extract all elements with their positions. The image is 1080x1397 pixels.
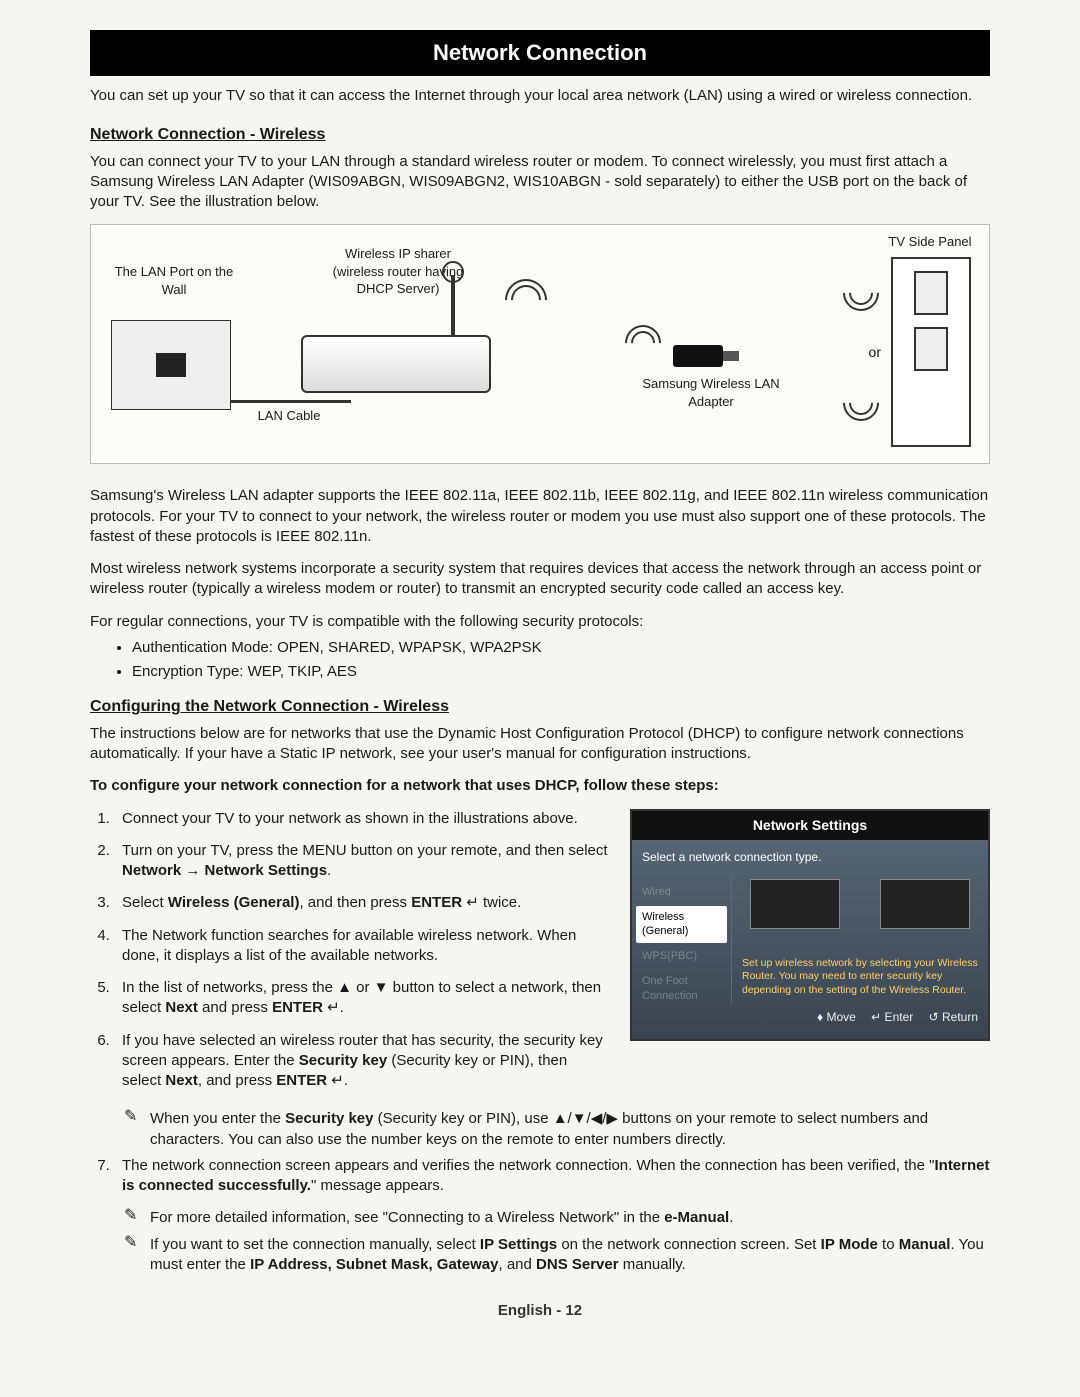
step-3: Select Wireless (General), and then pres… — [114, 893, 610, 913]
t: ENTER — [272, 999, 323, 1016]
wave-icon — [496, 271, 555, 330]
step-5: In the list of networks, press the ▲ or … — [114, 978, 610, 1019]
step-4: The Network function searches for availa… — [114, 926, 610, 967]
configure-heading: Configuring the Network Connection - Wir… — [90, 696, 990, 718]
wireless-p1: You can connect your TV to your LAN thro… — [90, 152, 990, 213]
tv-option-wireless[interactable]: Wireless (General) — [636, 906, 727, 944]
note-1: ✎ When you enter the Security key (Secur… — [124, 1109, 990, 1150]
note-icon: ✎ — [124, 1235, 142, 1276]
t: If you want to set the connection manual… — [150, 1236, 480, 1253]
t: Next — [165, 999, 198, 1016]
tv-subtitle: Select a network connection type. — [632, 841, 988, 873]
t: Wireless (General) — [168, 894, 300, 911]
step-2-end: . — [327, 862, 331, 879]
t: Select — [122, 894, 168, 911]
diagram-label-lancable: LAN Cable — [249, 407, 329, 425]
diagram-label-adapter: Samsung Wireless LAN Adapter — [641, 375, 781, 410]
t: ENTER — [276, 1072, 327, 1089]
bullet-auth: Authentication Mode: OPEN, SHARED, WPAPS… — [132, 638, 990, 658]
t: Manual — [899, 1236, 951, 1253]
t: When you enter the — [150, 1110, 285, 1127]
t: e-Manual — [664, 1209, 729, 1226]
usb-slot-icon — [914, 327, 948, 371]
t: The network connection screen appears an… — [122, 1157, 934, 1174]
router-illustration — [301, 335, 491, 393]
t: ↵. — [327, 1072, 348, 1089]
tv-side-panel-illustration — [891, 257, 971, 447]
tv-screenshot: Network Settings Select a network connec… — [630, 809, 990, 1041]
t: DNS Server — [536, 1256, 619, 1273]
tv-option-wps[interactable]: WPS(PBC) — [636, 945, 727, 968]
step-2-text: Turn on your TV, press the MENU button o… — [122, 842, 608, 859]
tv-option-wired[interactable]: Wired — [636, 881, 727, 904]
t: Security key — [299, 1052, 387, 1069]
t: , and press — [198, 1072, 276, 1089]
diagram-label-lanport: The LAN Port on the Wall — [109, 263, 239, 298]
wave-icon — [618, 318, 669, 369]
t: Next — [165, 1072, 198, 1089]
wave-icon — [836, 268, 887, 319]
tv-option-onefoot[interactable]: One Foot Connection — [636, 970, 727, 1008]
tv-thumb-1 — [750, 879, 840, 929]
t: ENTER — [411, 894, 462, 911]
note-icon: ✎ — [124, 1109, 142, 1150]
t: ↵. — [323, 999, 344, 1016]
t: and press — [198, 999, 272, 1016]
tv-options-list: Wired Wireless (General) WPS(PBC) One Fo… — [632, 873, 732, 1003]
tv-thumb-2 — [880, 879, 970, 929]
wireless-heading: Network Connection - Wireless — [90, 124, 990, 146]
protocols-p1: Samsung's Wireless LAN adapter supports … — [90, 486, 990, 547]
t: IP Mode — [821, 1236, 878, 1253]
note-icon: ✎ — [124, 1208, 142, 1228]
wall-plate-illustration — [111, 320, 231, 410]
protocols-p2: Most wireless network systems incorporat… — [90, 559, 990, 600]
tv-enter: ↵ Enter — [871, 1010, 913, 1024]
t: , and then press — [299, 894, 411, 911]
section-header: Network Connection — [90, 30, 990, 76]
step-2-bold: Network → Network Settings — [122, 862, 327, 879]
t: IP Settings — [480, 1236, 557, 1253]
connection-diagram: The LAN Port on the Wall Wireless IP sha… — [90, 224, 990, 464]
t: to — [878, 1236, 899, 1253]
configure-p1: The instructions below are for networks … — [90, 724, 990, 765]
t: , and — [499, 1256, 537, 1273]
configure-p2: To configure your network connection for… — [90, 776, 990, 796]
security-bullets: Authentication Mode: OPEN, SHARED, WPAPS… — [132, 638, 990, 683]
tv-description: Set up wireless network by selecting you… — [742, 957, 978, 996]
note-3: ✎ If you want to set the connection manu… — [124, 1235, 990, 1276]
t: on the network connection screen. Set — [557, 1236, 821, 1253]
usb-slot-icon — [914, 271, 948, 315]
t: For more detailed information, see "Conn… — [150, 1209, 664, 1226]
step-7: The network connection screen appears an… — [114, 1156, 990, 1197]
t: manually. — [619, 1256, 686, 1273]
note-2: ✎ For more detailed information, see "Co… — [124, 1208, 990, 1228]
wave-icon — [836, 378, 887, 429]
lan-cable-line — [231, 400, 351, 403]
bullet-enc: Encryption Type: WEP, TKIP, AES — [132, 662, 990, 682]
tv-move: ♦ Move — [817, 1010, 856, 1024]
t: Security key — [285, 1110, 373, 1127]
wireless-adapter-illustration — [673, 345, 723, 367]
t: " message appears. — [311, 1177, 444, 1194]
tv-right-pane: Set up wireless network by selecting you… — [732, 873, 988, 1003]
protocols-p3: For regular connections, your TV is comp… — [90, 612, 990, 632]
tv-title: Network Settings — [632, 811, 988, 841]
step-2: Turn on your TV, press the MENU button o… — [114, 841, 610, 882]
router-antenna — [451, 275, 455, 337]
tv-return: ↺ Return — [929, 1010, 978, 1024]
steps-list: Connect your TV to your network as shown… — [114, 809, 610, 1092]
steps-list-cont: The network connection screen appears an… — [114, 1156, 990, 1197]
intro-text: You can set up your TV so that it can ac… — [90, 86, 990, 106]
t: IP Address, Subnet Mask, Gateway — [250, 1256, 498, 1273]
diagram-or: or — [869, 343, 881, 362]
step-1: Connect your TV to your network as shown… — [114, 809, 610, 829]
step-6: If you have selected an wireless router … — [114, 1031, 610, 1092]
diagram-label-sidepanel: TV Side Panel — [885, 233, 975, 251]
t: ↵ twice. — [462, 894, 521, 911]
t: . — [729, 1209, 733, 1226]
page-number: English - 12 — [90, 1301, 990, 1321]
